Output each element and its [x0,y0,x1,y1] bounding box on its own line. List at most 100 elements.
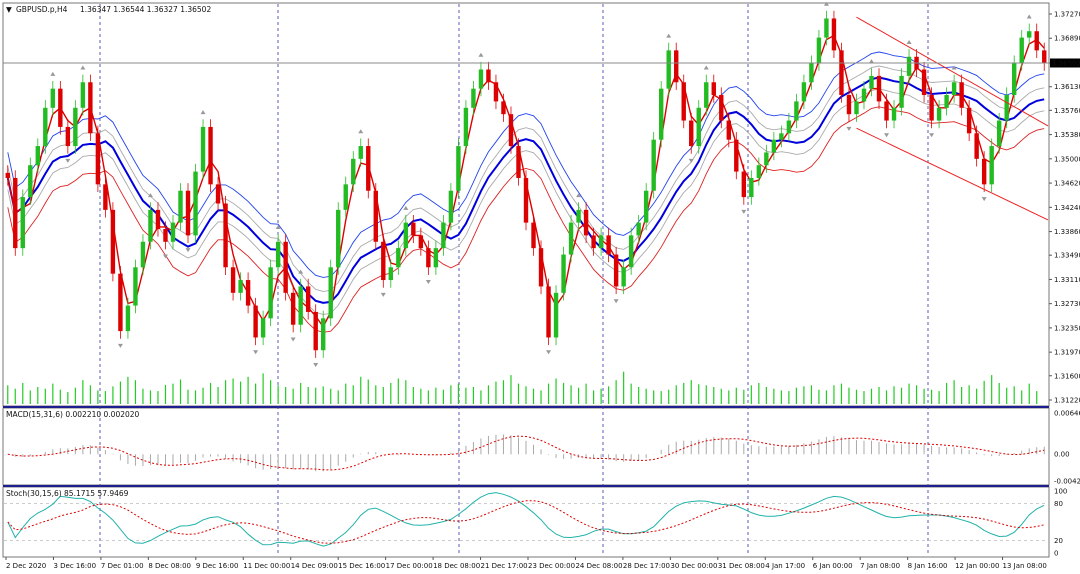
bear-candle [163,229,168,242]
time-tick-label: 15 Dec 16:00 [338,562,385,570]
price-tick-label: 1.33860 [1054,228,1080,236]
price-tick-label: 1.34240 [1054,204,1080,212]
fractal-down-icon [741,209,747,214]
price-tick-label: 1.36130 [1054,83,1080,91]
fractal-up-icon [147,193,153,198]
bull-candle [568,222,574,255]
bull-candle [268,267,273,319]
bear-candle [1042,50,1047,64]
bull-candle [891,107,897,121]
bull-candle [463,107,469,147]
trend-channel[interactable] [856,16,1049,221]
bull-candle [771,139,777,153]
time-tick-label: 12 Jan 00:00 [955,562,999,570]
bull-candle [944,95,949,108]
bull-candle [576,209,581,223]
stoch-panel[interactable] [2,486,1050,558]
bear-candle [208,126,213,185]
price-tick-label: 1.35000 [1054,155,1080,163]
bear-candle [741,171,747,198]
bear-candle [290,292,296,325]
fractal-down-icon [65,158,71,163]
bear-candle [538,248,544,287]
stoch-tick-label: 0 [1054,550,1058,558]
time-tick-label: 28 Dec 17:00 [623,562,670,570]
fractal-down-icon [884,133,890,138]
lower-band [7,106,1045,333]
stoch-label: Stoch(30,15,6) 85.1715 57.9469 [6,489,129,498]
bear-candle [418,235,424,249]
bear-candle [411,222,416,236]
time-tick-label: 8 Jan 16:00 [908,562,948,570]
fractal-down-icon [253,350,259,355]
macd-panel[interactable] [2,407,1050,486]
bear-candle [366,146,371,191]
current-price-tag [1050,58,1080,68]
bear-candle [245,280,251,306]
price-tick-label: 1.31600 [1054,372,1080,380]
fractal-up-icon [358,129,364,134]
bear-candle [921,69,927,96]
bull-candle [28,165,33,198]
bear-candle [305,286,311,312]
header-arrow-icon[interactable]: ▼ [6,5,12,14]
time-tick-label: 4 Jan 17:00 [765,562,805,570]
fractal-up-icon [50,71,56,76]
time-tick-label: 11 Dec 00:00 [243,562,290,570]
fractal-up-icon [906,39,912,44]
bear-candle [373,190,378,242]
time-tick-label: 31 Dec 08:00 [718,562,765,570]
price-tick-label: 1.32730 [1054,300,1080,308]
fractal-up-icon [200,110,206,115]
fractal-up-icon [666,33,672,38]
bear-candle [546,286,551,338]
bear-candle [185,190,191,236]
bear-candle [831,18,837,51]
bull-candle [906,56,912,76]
bull-candle [433,248,439,268]
bear-candle [583,209,589,236]
time-tick-label: 30 Dec 00:00 [670,562,717,570]
bull-candle [651,139,656,191]
bull-candle [786,120,792,134]
bull-candle [448,190,454,223]
bear-candle [283,241,288,293]
bull-candle [43,107,48,147]
bear-candle [959,82,964,108]
fractal-up-icon [868,59,874,64]
price-tick-label: 1.32350 [1054,324,1080,332]
bull-candle [140,241,146,268]
bear-candle [516,146,521,178]
fractal-down-icon [162,254,168,259]
current-price-value: 1.36502 [1052,59,1080,67]
bull-candle [478,69,484,89]
bull-candle [658,88,664,140]
fractal-arrows [50,1,1032,367]
fractal-down-icon [929,133,935,138]
bear-candle [426,248,431,268]
bear-candle [839,50,844,96]
bear-candle [508,114,514,147]
bull-candle [80,82,86,108]
bull-candle [1004,95,1009,121]
bear-candle [381,241,386,281]
price-tick-label: 1.37270 [1054,11,1080,19]
time-tick-label: 9 Dec 16:00 [196,562,239,570]
macd-tick-label: 0.006467 [1054,410,1080,418]
stoch-tick-label: 80 [1054,500,1063,508]
stoch-tick-label: 20 [1054,537,1063,545]
time-tick-label: 13 Jan 08:00 [1003,562,1047,570]
bear-candle [253,305,258,338]
fractal-down-icon [313,362,319,367]
price-panel[interactable] [2,2,1050,407]
bear-candle [501,101,506,115]
bull-candle [704,82,709,108]
bull-candle [996,120,1002,147]
bull-candle [666,50,671,89]
bull-candle [1027,31,1032,38]
bull-candle [343,184,348,210]
bear-candle [230,267,236,293]
bull-candle [989,146,994,185]
